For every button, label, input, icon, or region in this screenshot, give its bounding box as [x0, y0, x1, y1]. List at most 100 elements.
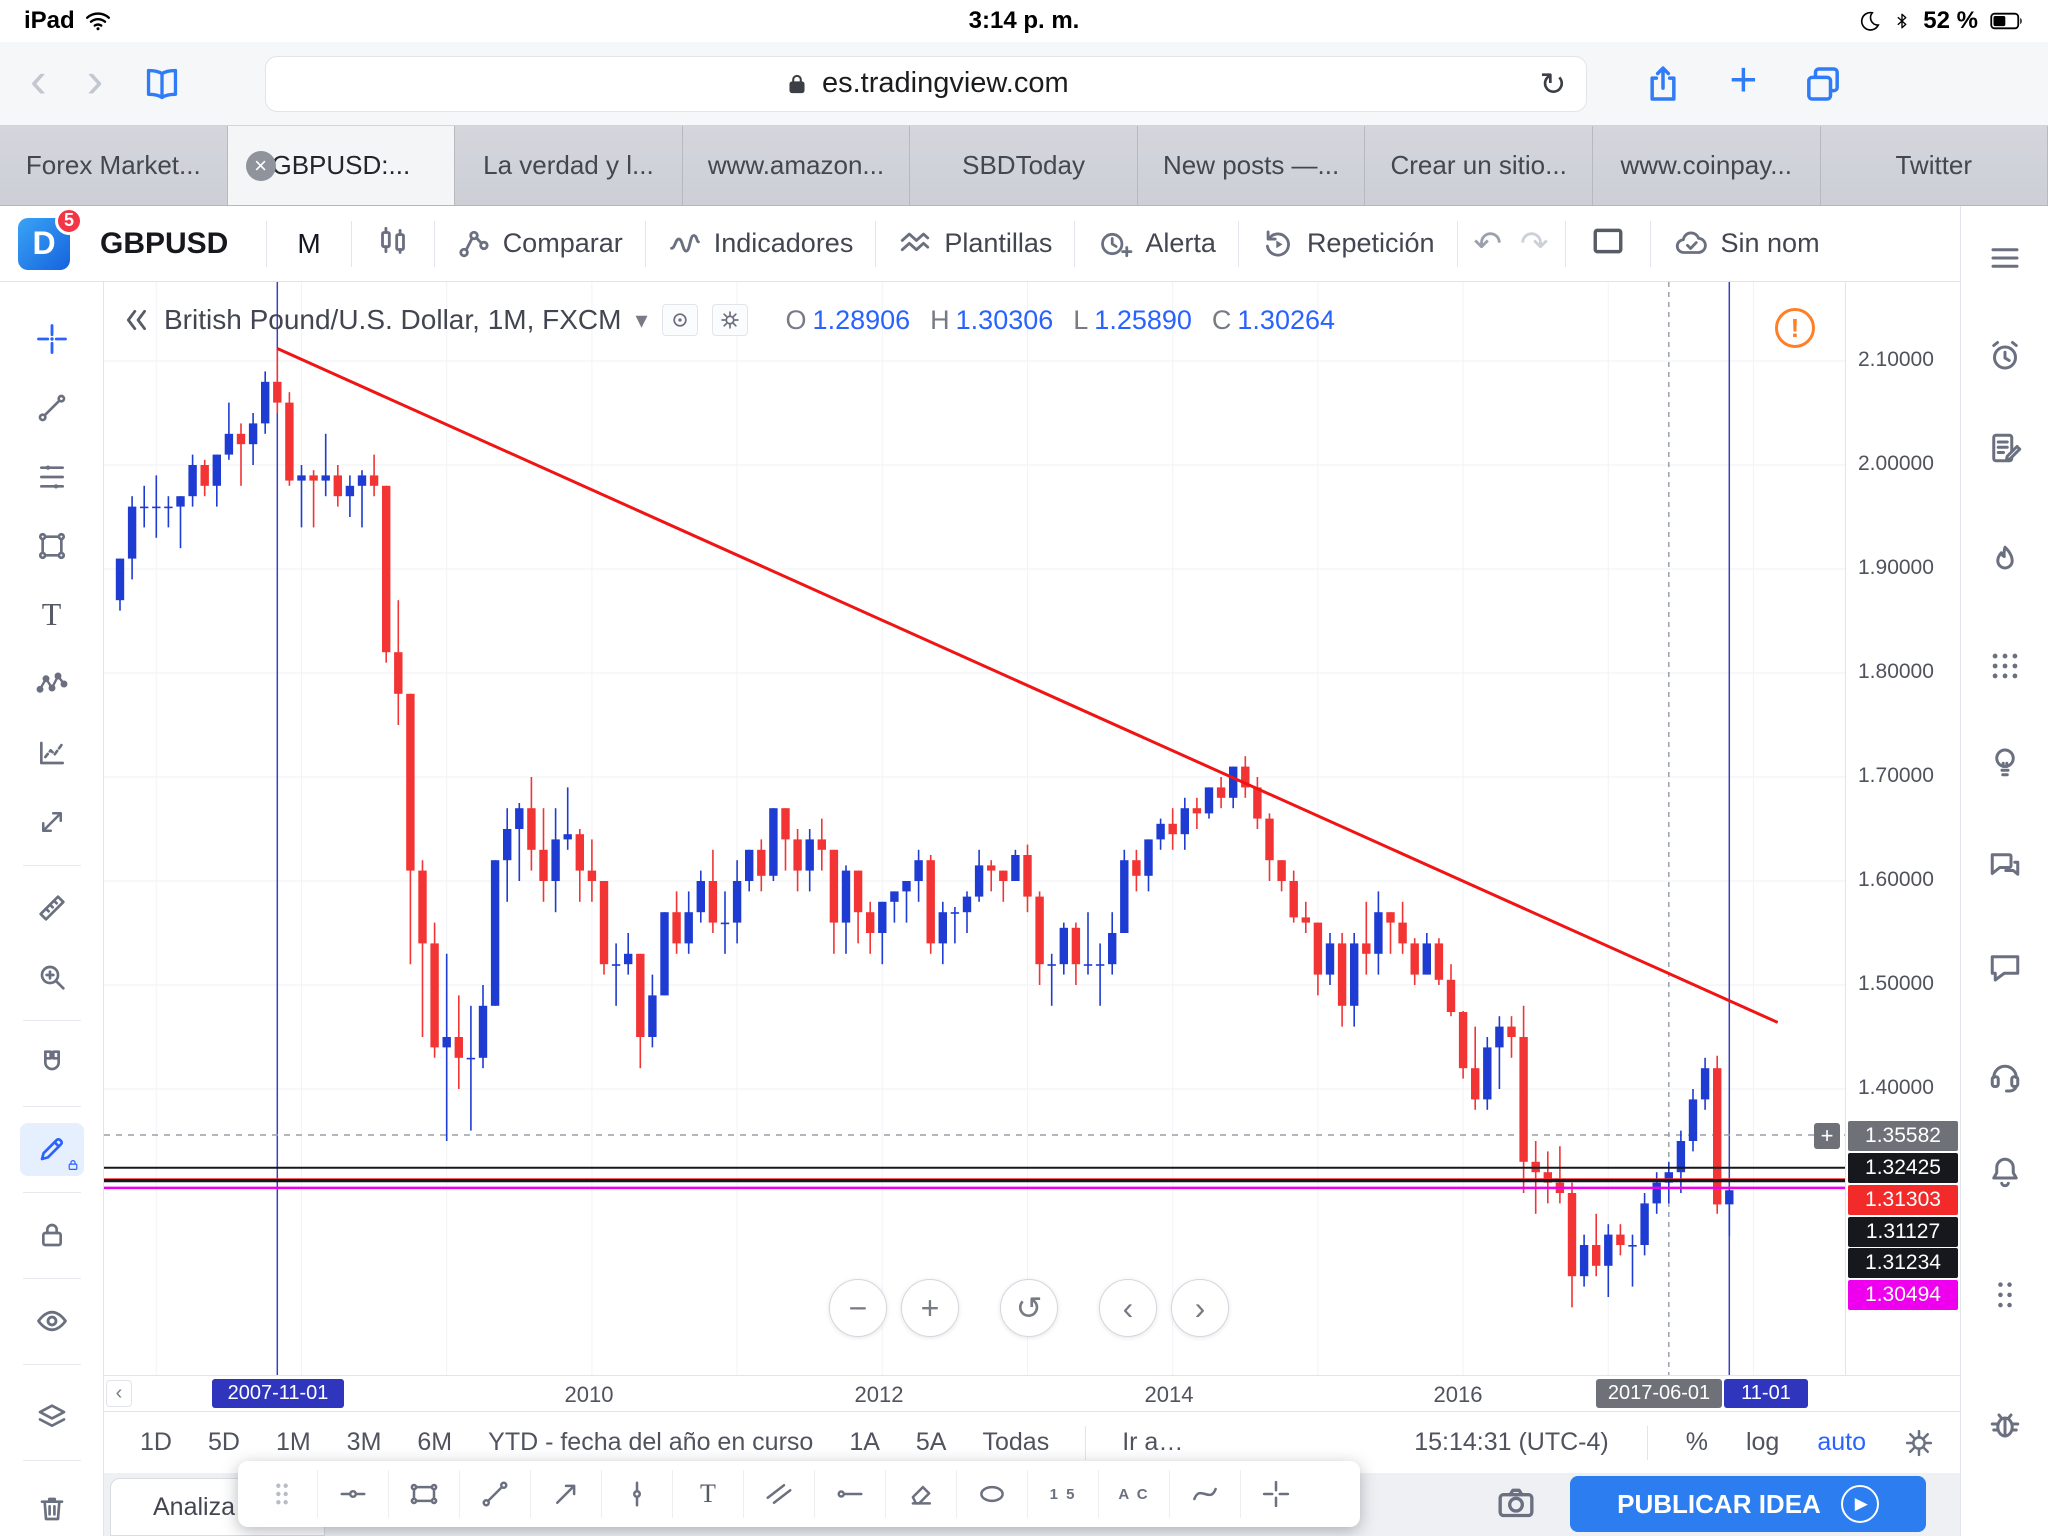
add-alert-plus-icon[interactable]: + — [1814, 1123, 1840, 1149]
publish-idea-button[interactable]: PUBLICAR IDEA ▶ — [1570, 1476, 1926, 1532]
range-button[interactable]: 1A — [849, 1428, 880, 1456]
browser-tab[interactable]: Crear un sitio... — [1365, 126, 1593, 205]
horizontal-line-tool[interactable] — [317, 1470, 388, 1518]
publish-play-icon[interactable]: ▶ — [1840, 1485, 1879, 1523]
tabs-icon[interactable] — [1803, 64, 1843, 104]
cloud-save-button[interactable]: Sin nom — [1667, 227, 1826, 261]
report-bug-button[interactable] — [1983, 1404, 2027, 1444]
range-button[interactable]: 5A — [915, 1428, 947, 1456]
more-apps-button[interactable] — [1983, 1276, 2027, 1316]
rectangle-tool[interactable] — [388, 1470, 459, 1518]
browser-tab[interactable]: New posts —... — [1137, 126, 1366, 205]
pattern-tool-button[interactable] — [20, 657, 84, 710]
range-button[interactable]: 3M — [346, 1428, 382, 1456]
candlestick-chart[interactable] — [104, 282, 1845, 1375]
ray-tool[interactable] — [814, 1470, 885, 1518]
browser-tab[interactable]: La verdad y l... — [455, 126, 683, 205]
goto-date-button[interactable]: Ir a… — [1122, 1428, 1184, 1456]
hide-drawings-button[interactable] — [20, 1295, 84, 1348]
auto-scale-button[interactable]: auto — [1817, 1428, 1866, 1456]
notifications-button[interactable] — [1983, 1152, 2027, 1192]
chevron-down-icon[interactable]: ▾ — [635, 306, 648, 334]
browser-tab[interactable]: www.amazon... — [682, 126, 911, 205]
symbol-button[interactable]: GBPUSD — [100, 226, 229, 260]
scroll-right-button[interactable]: › — [1171, 1279, 1229, 1337]
ellipse-tool[interactable] — [956, 1470, 1027, 1518]
range-button[interactable]: YTD - fecha del año en curso — [488, 1428, 814, 1456]
range-button[interactable]: 1D — [140, 1428, 172, 1456]
zoom-in-button[interactable]: + — [901, 1279, 959, 1337]
ideas-panel-button[interactable] — [1983, 742, 2027, 782]
browser-tab[interactable]: www.coinpay... — [1592, 126, 1821, 205]
refresh-icon[interactable]: ↻ — [1539, 65, 1567, 102]
log-scale-button[interactable]: log — [1745, 1428, 1780, 1456]
compare-button[interactable]: Comparar — [451, 227, 629, 261]
arrow-marker-tool-button[interactable] — [20, 796, 84, 849]
price-axis[interactable]: 2.10000 2.00000 1.90000 1.80000 1.70000 1.600… — [1814, 282, 1960, 1375]
compare-letters-tool[interactable]: A C — [1098, 1470, 1169, 1518]
hotlists-panel-button[interactable] — [1983, 540, 2027, 580]
shapes-tool-button[interactable] — [20, 519, 84, 572]
zoom-out-button[interactable]: − — [829, 1279, 887, 1337]
crosshair-tool-button[interactable] — [20, 312, 84, 365]
range-button[interactable]: 6M — [417, 1428, 453, 1456]
interval-button[interactable]: M — [297, 227, 321, 259]
remove-drawings-button[interactable] — [20, 1483, 84, 1536]
browser-tab[interactable]: Forex Market... — [0, 126, 228, 205]
settings-button[interactable] — [711, 304, 748, 336]
share-icon[interactable] — [1643, 64, 1683, 104]
time-axis[interactable]: ‹ 2007-11-01 2017-06-01 11-01 2010 2012 20… — [104, 1375, 1960, 1411]
parallel-channel-tool[interactable] — [743, 1470, 814, 1518]
object-tree-button[interactable] — [20, 1391, 84, 1444]
new-tab-icon[interactable]: + — [1729, 53, 1758, 107]
snapshot-button[interactable] — [1494, 1483, 1538, 1528]
back-button[interactable]: ‹ — [30, 51, 47, 108]
undo-button[interactable]: ↶ — [1473, 224, 1503, 263]
public-chat-button[interactable] — [1983, 846, 2027, 886]
bookmarks-icon[interactable] — [143, 65, 181, 103]
close-tab-icon[interactable]: × — [245, 150, 276, 181]
text-tool[interactable]: T — [672, 1470, 743, 1518]
measure-tool-button[interactable] — [20, 882, 84, 935]
data-warning-icon[interactable]: ! — [1775, 308, 1815, 348]
percent-scale-button[interactable]: % — [1685, 1428, 1708, 1456]
templates-button[interactable]: Plantillas — [892, 227, 1058, 261]
redo-button[interactable]: ↷ — [1520, 224, 1549, 263]
visibility-button[interactable] — [661, 304, 698, 336]
alert-button[interactable]: Alerta — [1091, 227, 1222, 261]
headlines-panel-button[interactable] — [1983, 428, 2027, 468]
drawing-mode-button[interactable] — [19, 1122, 84, 1176]
fib-tool-button[interactable] — [20, 450, 84, 503]
browser-tab[interactable]: Twitter — [1820, 126, 2048, 205]
trend-line-tool[interactable] — [459, 1470, 530, 1518]
collapse-axis-button[interactable]: ‹ — [106, 1380, 132, 1407]
vertical-line-tool[interactable] — [601, 1470, 672, 1518]
zoom-tool-button[interactable] — [20, 951, 84, 1004]
chart-style-button[interactable] — [368, 224, 418, 263]
private-chat-button[interactable] — [1983, 948, 2027, 988]
forward-button[interactable]: › — [86, 51, 104, 108]
account-avatar[interactable]: D 5 — [18, 206, 83, 270]
range-button[interactable]: Todas — [982, 1428, 1050, 1456]
text-tool-button[interactable]: T — [20, 588, 84, 641]
watchlist-panel-button[interactable] — [1983, 238, 2027, 278]
forecast-tool-button[interactable] — [20, 726, 84, 779]
scroll-left-button[interactable]: ‹ — [1099, 1279, 1157, 1337]
magnet-tool-button[interactable] — [20, 1037, 84, 1090]
trend-line-tool-button[interactable] — [20, 381, 84, 434]
bars-pattern-tool[interactable]: 1 5 — [1027, 1470, 1098, 1518]
drag-handle[interactable] — [246, 1470, 317, 1518]
gear-icon[interactable] — [1904, 1428, 1934, 1458]
indicators-button[interactable]: Indicadores — [662, 227, 860, 261]
reset-chart-button[interactable]: ↺ — [1000, 1279, 1058, 1337]
curve-tool[interactable] — [1169, 1470, 1240, 1518]
browser-tab[interactable]: × GBPUSD:... — [227, 126, 456, 205]
range-button[interactable]: 1M — [275, 1428, 311, 1456]
alerts-panel-button[interactable] — [1983, 336, 2027, 376]
range-button[interactable]: 5D — [207, 1428, 240, 1456]
arrow-tool[interactable] — [530, 1470, 601, 1518]
support-button[interactable] — [1983, 1056, 2027, 1096]
crosshair-tool[interactable] — [1240, 1470, 1311, 1518]
eraser-tool[interactable] — [885, 1470, 956, 1518]
